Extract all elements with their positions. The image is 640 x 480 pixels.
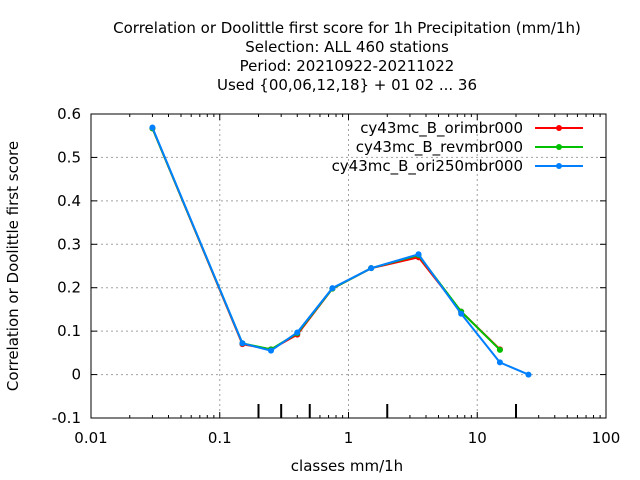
y-tick-label: 0.6	[57, 105, 81, 123]
x-tick-label: 1	[344, 429, 354, 447]
y-tick-label: 0	[71, 366, 81, 384]
y-tick-label: 0.4	[57, 192, 81, 210]
y-tick-label: 0.3	[57, 235, 81, 253]
x-tick-label: 10	[468, 429, 487, 447]
x-axis-label: classes mm/1h	[291, 457, 403, 475]
title-line-1: Correlation or Doolittle first score for…	[113, 19, 581, 37]
title-line-4: Used {00,06,12,18} + 01 02 ... 36	[217, 76, 477, 94]
y-tick-label: 0.5	[57, 148, 81, 166]
data-point	[329, 285, 336, 292]
y-tick-label: 0.1	[57, 322, 81, 340]
legend-label-2: cy43mc_B_revmbr000	[356, 138, 523, 157]
data-point	[368, 265, 375, 272]
data-point	[415, 251, 422, 258]
legend: cy43mc_B_orimbr000cy43mc_B_revmbr000cy43…	[332, 119, 583, 176]
data-point	[496, 359, 503, 366]
title-line-3: Period: 20210922-20211022	[240, 57, 455, 75]
legend-marker-3	[556, 163, 562, 169]
data-point	[267, 347, 274, 354]
data-point	[149, 124, 156, 131]
title-line-2: Selection: ALL 460 stations	[245, 38, 449, 56]
x-tick-label: 0.01	[74, 429, 107, 447]
chart-title: Correlation or Doolittle first score for…	[113, 19, 581, 94]
data-point	[496, 346, 503, 353]
data-point	[525, 371, 532, 378]
data-point	[239, 340, 246, 347]
series-lines	[149, 124, 532, 378]
data-point	[294, 329, 301, 336]
legend-label-3: cy43mc_B_ori250mbr000	[332, 157, 523, 176]
x-tick-label: 100	[592, 429, 621, 447]
axis-ticks: -0.1 0 0.1 0.2 0.3 0.4 0.5 0.6 0.01 0.1 1 10 100	[52, 105, 621, 447]
y-tick-label: 0.2	[57, 279, 81, 297]
y-tick-label: -0.1	[52, 409, 81, 427]
legend-marker-2	[556, 144, 562, 150]
x-tick-label: 0.1	[208, 429, 232, 447]
series-line-3	[151, 127, 529, 376]
grid	[91, 114, 606, 418]
data-point	[458, 310, 465, 317]
y-axis-label: Correlation or Doolittle first score	[4, 141, 22, 391]
legend-marker-1	[556, 125, 562, 131]
legend-label-1: cy43mc_B_orimbr000	[360, 119, 523, 138]
